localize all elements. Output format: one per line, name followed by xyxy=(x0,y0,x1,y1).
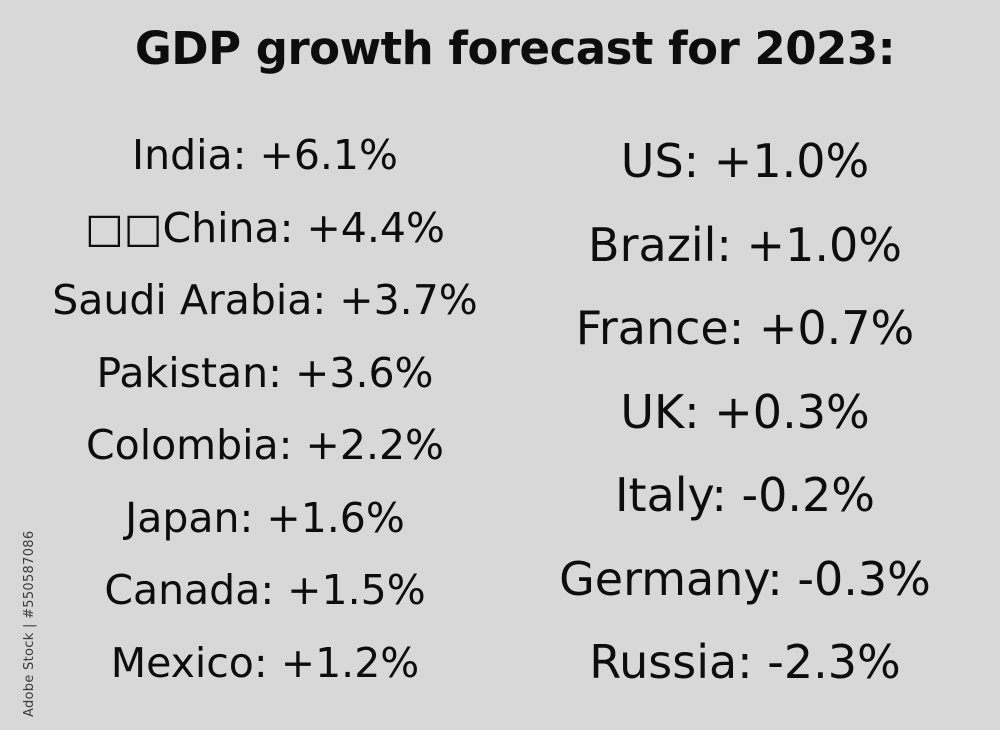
list-item-china: □□China: +4.4% xyxy=(85,203,445,252)
list-item-russia: Russia: -2.3% xyxy=(589,635,901,689)
list-item-colombia: Colombia: +2.2% xyxy=(85,421,445,469)
list-item-canada: Canada: +1.5% xyxy=(104,566,426,614)
list-item-india: India: +6.1% xyxy=(132,131,398,179)
list-item-france: France: +0.7% xyxy=(575,301,915,355)
stock-watermark: Adobe Stock | #550587086 xyxy=(22,530,37,717)
list-item-germany: Germany: -0.3% xyxy=(559,551,931,606)
list-item-saudi-arabia: Saudi Arabia: +3.7% xyxy=(52,276,478,324)
list-item-brazil: Brazil: +1.0% xyxy=(588,217,902,272)
list-item-pakistan: Pakistan: +3.6% xyxy=(96,348,434,397)
list-item-us: US: +1.0% xyxy=(620,134,870,188)
right-country-list: US: +1.0% Brazil: +1.0% France: +0.7% UK… xyxy=(490,128,1000,713)
list-item-uk: UK: +0.3% xyxy=(620,384,870,439)
list-item-japan: Japan: +1.6% xyxy=(125,493,405,542)
list-item-italy: Italy: -0.2% xyxy=(614,468,876,522)
list-item-mexico: Mexico: +1.2% xyxy=(110,638,420,687)
left-country-list: India: +6.1% □□China: +4.4% Saudi Arabia… xyxy=(10,122,520,702)
page-title: GDP growth forecast for 2023: xyxy=(134,22,896,75)
